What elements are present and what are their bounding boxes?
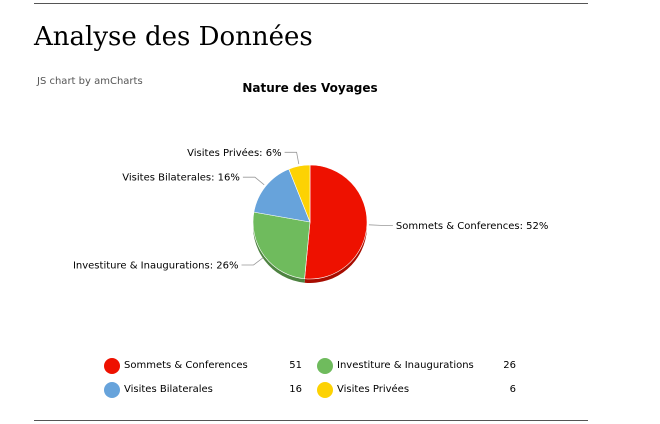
legend-marker-sommets-conferences [104,358,120,374]
pie-labels-group: Sommets & Conferences: 52% Investiture & … [73,147,548,272]
legend-value-sommets-conferences: 51 [289,360,302,371]
pie-slice-investiture-inaugurations[interactable] [252,211,311,280]
pie-slice-sommets-conferences[interactable] [304,164,368,280]
amcharts-credit-link[interactable]: JS chart by amCharts [37,76,143,87]
legend-value-visites-bilaterales: 16 [289,384,302,395]
legend-item-investiture-inaugurations[interactable]: Investiture & Inaugurations 26 [317,357,516,375]
legend-label-investiture-inaugurations: Investiture & Inaugurations [337,360,474,371]
chart-title: Nature des Voyages [242,81,378,95]
pie-slice-visites-bilaterales[interactable] [253,168,311,223]
legend-label-visites-bilaterales: Visites Bilaterales [124,384,213,395]
legend-label-visites-privees: Visites Privées [337,384,410,395]
legend-item-visites-privees[interactable]: Visites Privées 6 [317,381,516,399]
pie-label-sommets-conferences: Sommets & Conferences: 52% [396,221,549,232]
pie-label-visites-bilaterales: Visites Bilaterales: 16% [122,173,240,184]
pie-label-line-sommets-conferences [368,224,393,226]
pie-slices-group [252,164,368,280]
pie-label-line-investiture-inaugurations [241,257,264,266]
legend-item-visites-bilaterales[interactable]: Visites Bilaterales 16 [104,381,302,399]
top-divider [34,3,588,4]
pie-label-investiture-inaugurations: Investiture & Inaugurations: 26% [73,261,239,272]
legend-value-investiture-inaugurations: 26 [503,360,516,371]
pie-label-lines-group [241,151,393,266]
page-title: Analyse des Données [34,22,313,52]
legend-marker-visites-privees [317,382,333,398]
pie-label-line-visites-privees [284,151,300,165]
pie-label-visites-privees: Visites Privées: 6% [187,147,281,159]
legend-value-visites-privees: 6 [509,384,516,395]
bottom-divider [34,420,588,421]
pie-slice-visites-privees[interactable] [288,164,311,223]
legend-label-sommets-conferences: Sommets & Conferences [124,360,248,371]
legend-item-sommets-conferences[interactable]: Sommets & Conferences 51 [104,357,302,375]
legend-marker-investiture-inaugurations [317,358,333,374]
legend-marker-visites-bilaterales [104,382,120,398]
pie-label-line-visites-bilaterales [242,176,265,186]
